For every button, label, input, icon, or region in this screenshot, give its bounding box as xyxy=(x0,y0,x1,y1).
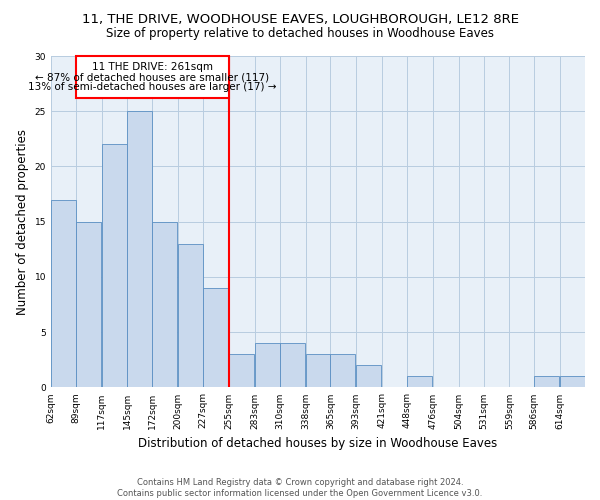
Bar xyxy=(280,343,305,388)
Text: 13% of semi-detached houses are larger (17) →: 13% of semi-detached houses are larger (… xyxy=(28,82,277,92)
Bar xyxy=(51,200,76,388)
Bar xyxy=(356,366,381,388)
Text: 11, THE DRIVE, WOODHOUSE EAVES, LOUGHBOROUGH, LE12 8RE: 11, THE DRIVE, WOODHOUSE EAVES, LOUGHBOR… xyxy=(82,12,518,26)
Bar xyxy=(407,376,432,388)
Bar xyxy=(560,376,585,388)
Bar xyxy=(76,222,101,388)
Bar xyxy=(203,288,228,388)
Text: Contains HM Land Registry data © Crown copyright and database right 2024.
Contai: Contains HM Land Registry data © Crown c… xyxy=(118,478,482,498)
Text: 11 THE DRIVE: 261sqm: 11 THE DRIVE: 261sqm xyxy=(92,62,213,72)
Bar xyxy=(178,244,203,388)
Y-axis label: Number of detached properties: Number of detached properties xyxy=(16,128,29,314)
Bar xyxy=(229,354,254,388)
Bar xyxy=(152,222,177,388)
Text: ← 87% of detached houses are smaller (117): ← 87% of detached houses are smaller (11… xyxy=(35,72,269,82)
FancyBboxPatch shape xyxy=(76,56,229,98)
Bar xyxy=(101,144,127,388)
Text: Size of property relative to detached houses in Woodhouse Eaves: Size of property relative to detached ho… xyxy=(106,28,494,40)
Bar xyxy=(255,343,280,388)
Bar xyxy=(534,376,559,388)
Bar xyxy=(127,111,152,388)
X-axis label: Distribution of detached houses by size in Woodhouse Eaves: Distribution of detached houses by size … xyxy=(139,437,497,450)
Bar xyxy=(305,354,331,388)
Bar xyxy=(331,354,355,388)
